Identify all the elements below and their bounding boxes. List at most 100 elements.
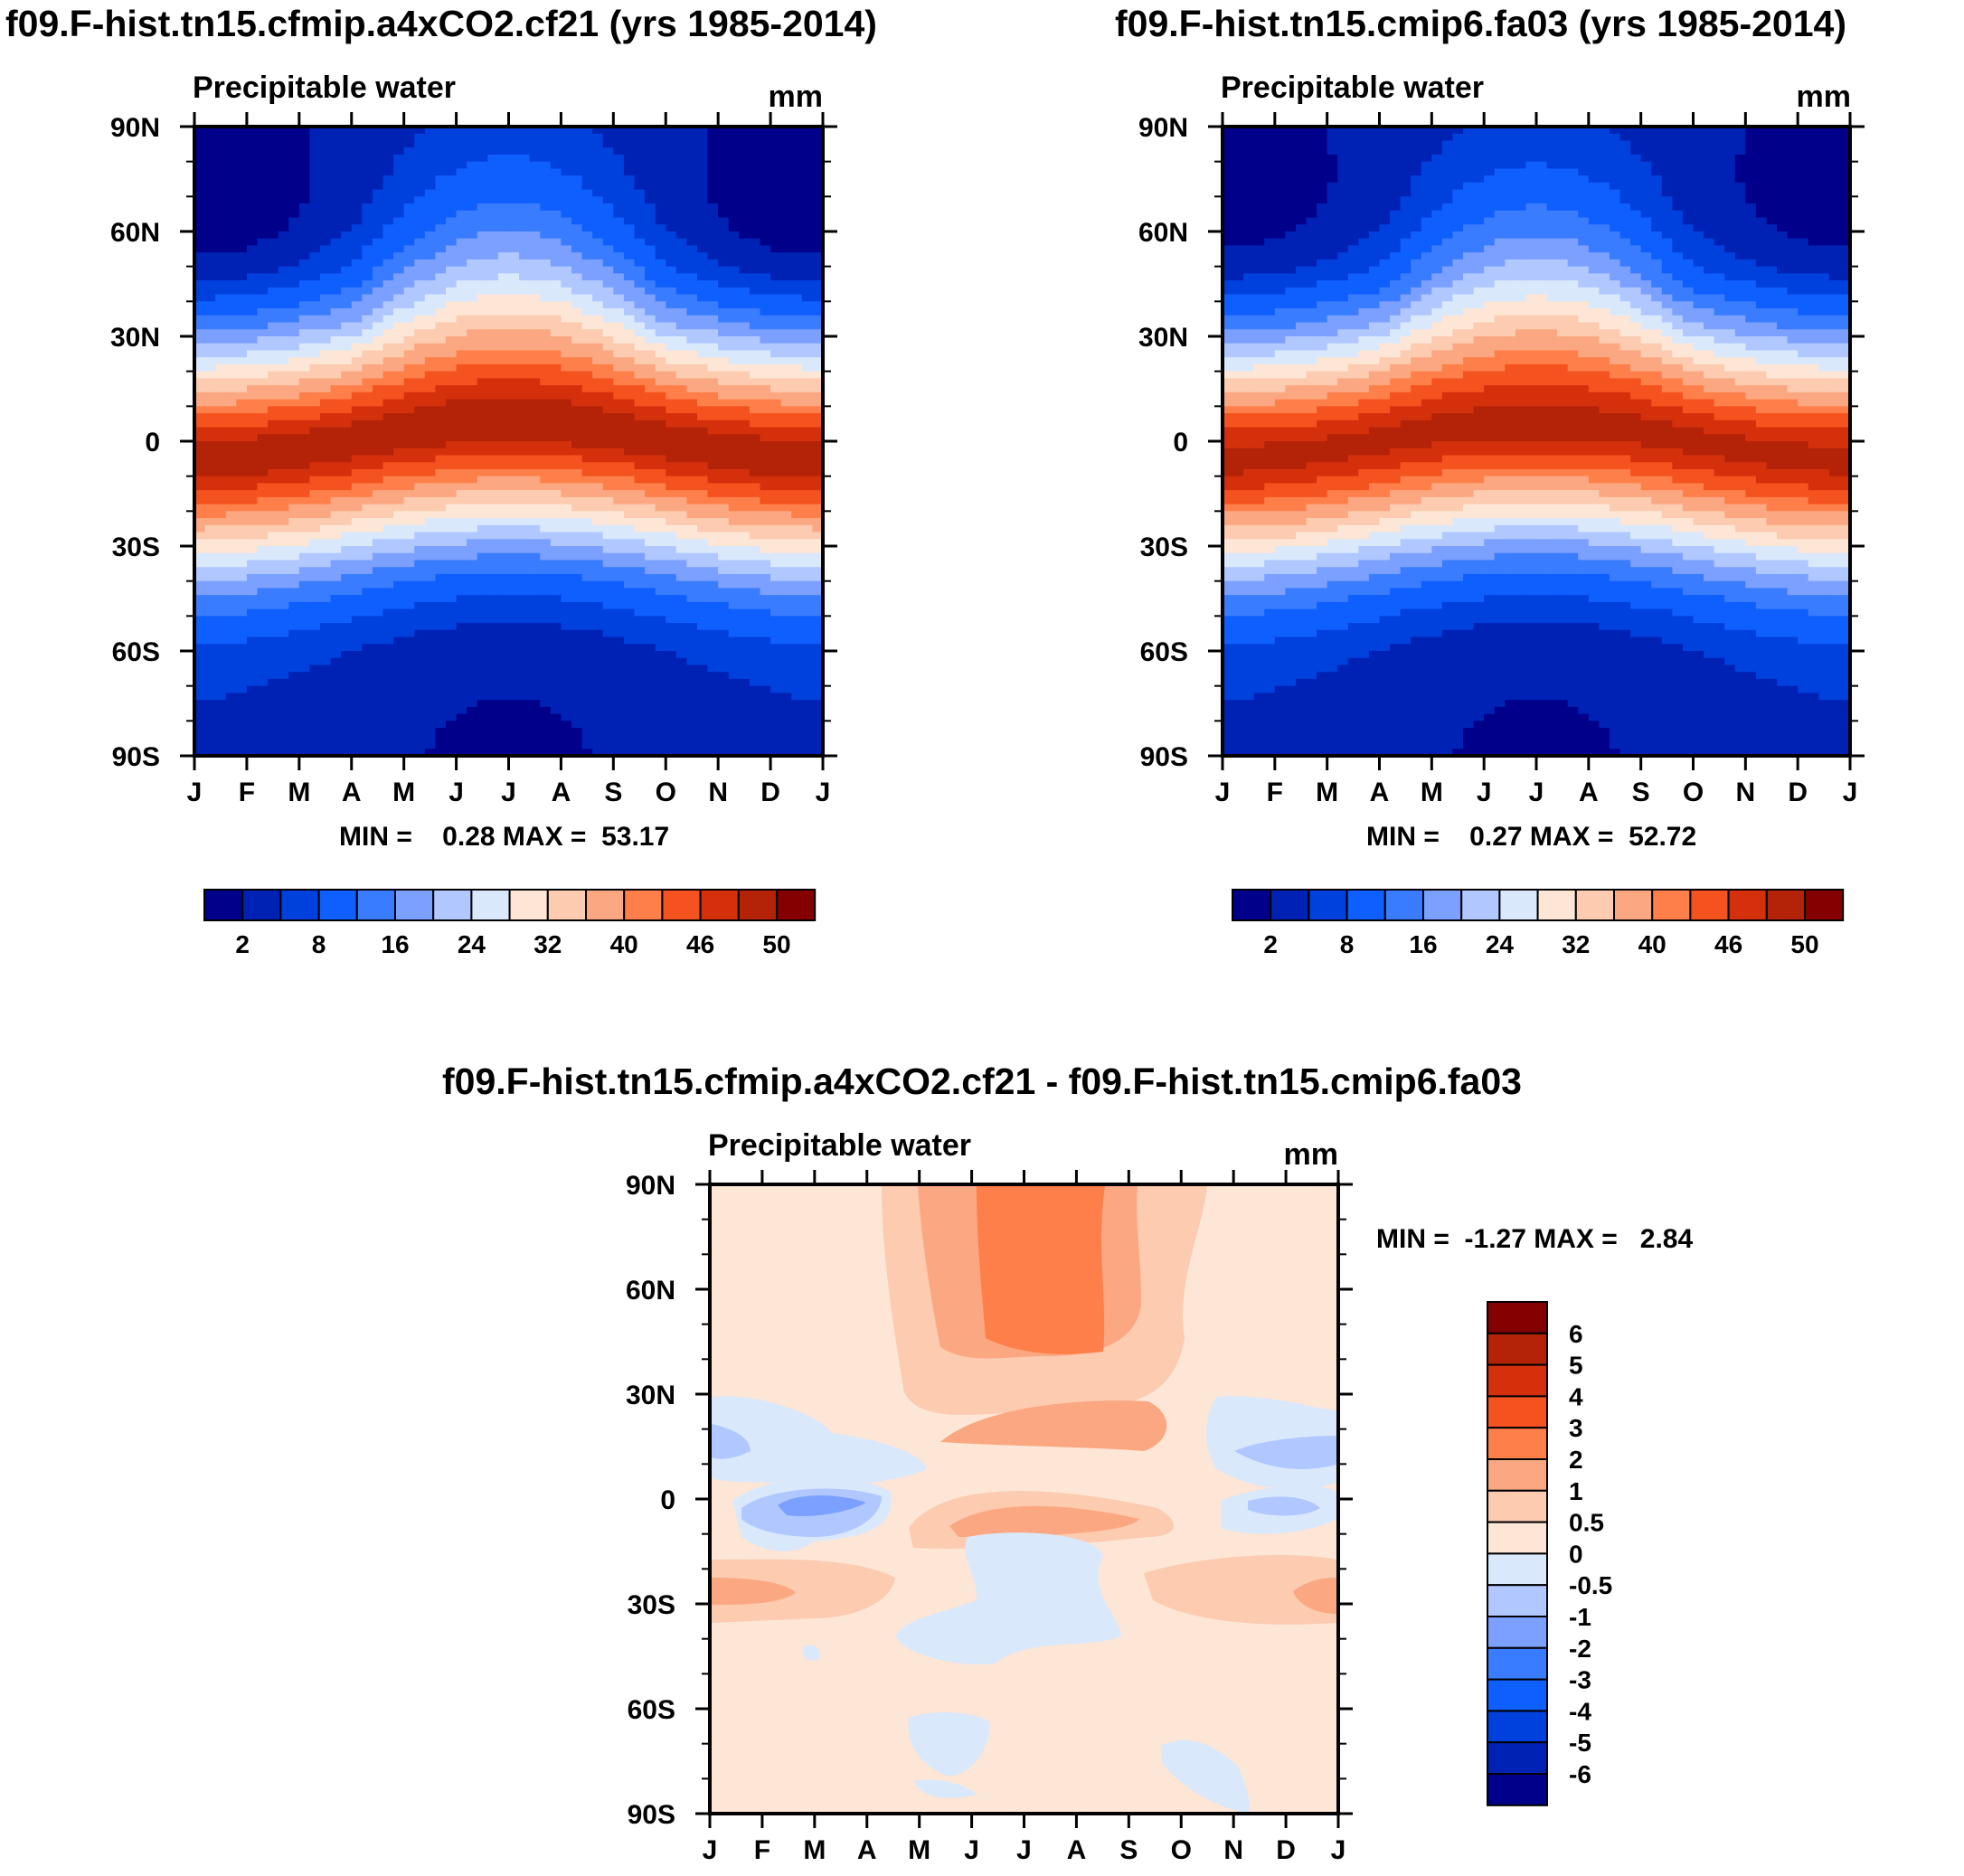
field-cell xyxy=(739,462,751,470)
field-cell xyxy=(467,413,478,421)
field-cell xyxy=(194,196,206,204)
field-cell xyxy=(467,168,478,176)
field-cell xyxy=(561,196,572,204)
field-cell xyxy=(634,203,646,212)
field-cell xyxy=(204,413,216,421)
field-cell xyxy=(623,217,636,225)
field-cell xyxy=(592,161,604,169)
field-cell xyxy=(215,623,227,631)
field-cell xyxy=(382,210,394,219)
field-cell xyxy=(645,483,656,491)
field-cell xyxy=(414,749,426,757)
field-cell xyxy=(634,175,646,184)
field-cell xyxy=(351,273,363,281)
field-cell xyxy=(770,189,782,197)
field-cell xyxy=(278,721,289,729)
field-cell xyxy=(257,154,269,163)
field-cell xyxy=(550,273,562,281)
field-cell xyxy=(675,588,688,596)
field-cell xyxy=(330,329,342,337)
field-cell xyxy=(728,616,740,624)
field-cell xyxy=(393,749,405,757)
field-cell xyxy=(372,385,384,393)
field-cell xyxy=(686,273,698,281)
field-cell xyxy=(268,601,279,610)
field-cell xyxy=(508,280,520,288)
field-cell xyxy=(204,672,216,680)
field-cell xyxy=(351,252,363,260)
field-cell xyxy=(540,713,552,721)
field-cell xyxy=(770,343,782,352)
field-cell xyxy=(257,189,269,197)
field-cell xyxy=(330,245,342,253)
field-cell xyxy=(697,560,709,568)
field-cell xyxy=(236,161,248,169)
field-cell xyxy=(268,336,279,344)
field-cell xyxy=(519,441,531,449)
field-cell xyxy=(204,665,216,673)
field-cell xyxy=(330,315,342,324)
field-cell xyxy=(634,595,646,603)
field-cell xyxy=(320,168,332,176)
field-cell xyxy=(194,315,206,324)
field-cell xyxy=(435,588,447,596)
field-cell xyxy=(550,588,562,596)
field-cell xyxy=(341,483,353,491)
field-cell xyxy=(760,357,771,365)
field-cell xyxy=(760,693,771,701)
field-cell xyxy=(194,133,206,142)
field-cell xyxy=(351,441,363,449)
field-cell xyxy=(424,546,437,554)
field-cell xyxy=(623,511,636,519)
field-cell xyxy=(508,490,520,498)
field-cell xyxy=(540,657,552,666)
field-cell xyxy=(403,224,415,232)
field-cell xyxy=(623,448,636,457)
field-cell xyxy=(728,524,740,533)
field-cell xyxy=(456,476,467,484)
field-cell xyxy=(257,399,269,407)
field-cell xyxy=(393,539,405,547)
field-cell xyxy=(403,308,415,316)
field-cell xyxy=(351,154,363,163)
field-cell xyxy=(770,210,782,219)
field-cell xyxy=(288,287,300,296)
field-cell xyxy=(645,343,656,352)
field-cell xyxy=(540,273,552,281)
field-cell xyxy=(309,468,321,477)
field-cell xyxy=(456,728,467,736)
field-cell xyxy=(675,455,688,463)
field-cell xyxy=(467,608,478,617)
field-cell xyxy=(497,259,510,268)
field-cell xyxy=(246,546,259,554)
field-cell xyxy=(497,518,510,526)
field-cell xyxy=(519,623,531,631)
field-cell xyxy=(467,378,478,386)
field-cell xyxy=(351,713,363,721)
field-cell xyxy=(320,391,332,401)
field-cell xyxy=(236,651,248,659)
field-cell xyxy=(215,168,227,176)
field-cell xyxy=(424,713,437,721)
field-cell xyxy=(613,399,625,407)
field-cell xyxy=(497,378,510,386)
field-cell xyxy=(728,357,740,365)
field-cell xyxy=(424,147,437,156)
field-cell xyxy=(456,385,467,393)
field-cell xyxy=(550,399,562,407)
field-cell xyxy=(288,266,300,274)
field-cell xyxy=(351,616,363,624)
field-cell xyxy=(540,322,552,330)
field-cell xyxy=(760,182,771,191)
field-cell xyxy=(424,161,437,169)
field-cell xyxy=(760,189,771,197)
field-cell xyxy=(508,427,520,435)
field-cell xyxy=(414,280,426,288)
field-cell xyxy=(540,448,552,457)
field-cell xyxy=(613,196,625,204)
field-cell xyxy=(246,483,259,491)
field-cell xyxy=(257,518,269,526)
field-cell xyxy=(760,734,771,743)
field-cell xyxy=(707,608,719,617)
field-cell xyxy=(602,560,614,568)
